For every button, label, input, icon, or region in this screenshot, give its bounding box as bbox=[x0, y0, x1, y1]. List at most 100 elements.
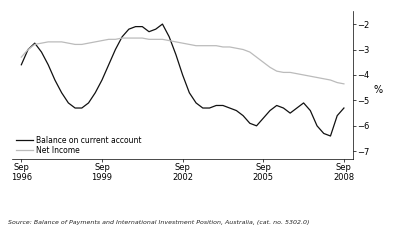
Net Income bbox=[234, 47, 239, 50]
Balance on current account bbox=[268, 109, 272, 112]
Net Income bbox=[207, 44, 212, 47]
Balance on current account bbox=[274, 104, 279, 107]
Net Income bbox=[100, 39, 104, 42]
Balance on current account bbox=[79, 107, 84, 109]
Balance on current account bbox=[234, 109, 239, 112]
Net Income bbox=[214, 44, 219, 47]
Balance on current account bbox=[120, 35, 125, 38]
Balance on current account bbox=[254, 124, 259, 127]
Net Income bbox=[59, 40, 64, 43]
Balance on current account bbox=[315, 124, 320, 127]
Balance on current account bbox=[46, 63, 50, 66]
Net Income bbox=[113, 38, 118, 41]
Balance on current account bbox=[160, 23, 165, 25]
Y-axis label: %: % bbox=[374, 85, 383, 95]
Line: Balance on current account: Balance on current account bbox=[21, 24, 344, 136]
Net Income bbox=[341, 82, 346, 85]
Net Income bbox=[93, 40, 98, 43]
Net Income bbox=[66, 42, 71, 44]
Net Income bbox=[322, 77, 326, 80]
Net Income bbox=[146, 38, 151, 41]
Net Income bbox=[39, 42, 44, 44]
Balance on current account bbox=[66, 101, 71, 104]
Net Income bbox=[308, 75, 313, 78]
Net Income bbox=[127, 37, 131, 39]
Balance on current account bbox=[73, 107, 77, 109]
Balance on current account bbox=[341, 107, 346, 109]
Net Income bbox=[328, 79, 333, 81]
Net Income bbox=[120, 37, 125, 39]
Legend: Balance on current account, Net Income: Balance on current account, Net Income bbox=[16, 136, 142, 155]
Balance on current account bbox=[187, 91, 192, 94]
Net Income bbox=[221, 46, 225, 48]
Net Income bbox=[173, 40, 178, 43]
Net Income bbox=[194, 44, 198, 47]
Balance on current account bbox=[93, 91, 98, 94]
Net Income bbox=[315, 76, 320, 79]
Net Income bbox=[335, 81, 339, 84]
Net Income bbox=[19, 56, 24, 59]
Balance on current account bbox=[140, 25, 145, 28]
Balance on current account bbox=[295, 107, 299, 109]
Net Income bbox=[295, 72, 299, 75]
Net Income bbox=[160, 38, 165, 41]
Balance on current account bbox=[167, 35, 172, 38]
Net Income bbox=[73, 43, 77, 46]
Balance on current account bbox=[194, 101, 198, 104]
Balance on current account bbox=[173, 53, 178, 56]
Balance on current account bbox=[281, 107, 286, 109]
Net Income bbox=[133, 37, 138, 39]
Net Income bbox=[301, 74, 306, 76]
Balance on current account bbox=[33, 42, 37, 44]
Net Income bbox=[106, 38, 111, 41]
Balance on current account bbox=[52, 79, 57, 81]
Net Income bbox=[79, 43, 84, 46]
Balance on current account bbox=[241, 114, 245, 117]
Balance on current account bbox=[133, 25, 138, 28]
Net Income bbox=[261, 61, 266, 64]
Balance on current account bbox=[39, 51, 44, 53]
Line: Net Income: Net Income bbox=[21, 38, 344, 84]
Balance on current account bbox=[301, 101, 306, 104]
Balance on current account bbox=[207, 107, 212, 109]
Balance on current account bbox=[113, 48, 118, 51]
Net Income bbox=[140, 37, 145, 39]
Net Income bbox=[288, 71, 293, 74]
Net Income bbox=[241, 48, 245, 51]
Balance on current account bbox=[328, 135, 333, 137]
Balance on current account bbox=[261, 117, 266, 120]
Net Income bbox=[26, 48, 31, 51]
Net Income bbox=[227, 46, 232, 48]
Balance on current account bbox=[180, 74, 185, 76]
Balance on current account bbox=[86, 101, 91, 104]
Balance on current account bbox=[308, 109, 313, 112]
Balance on current account bbox=[247, 122, 252, 125]
Balance on current account bbox=[146, 30, 151, 33]
Balance on current account bbox=[19, 63, 24, 66]
Balance on current account bbox=[221, 104, 225, 107]
Net Income bbox=[86, 42, 91, 44]
Text: Source: Balance of Payments and International Investment Position, Australia, (c: Source: Balance of Payments and Internat… bbox=[8, 220, 309, 225]
Net Income bbox=[281, 71, 286, 74]
Balance on current account bbox=[335, 114, 339, 117]
Net Income bbox=[52, 40, 57, 43]
Balance on current account bbox=[127, 28, 131, 30]
Balance on current account bbox=[100, 79, 104, 81]
Net Income bbox=[268, 66, 272, 69]
Net Income bbox=[187, 43, 192, 46]
Net Income bbox=[274, 70, 279, 72]
Balance on current account bbox=[322, 132, 326, 135]
Balance on current account bbox=[26, 48, 31, 51]
Balance on current account bbox=[59, 91, 64, 94]
Balance on current account bbox=[288, 112, 293, 114]
Balance on current account bbox=[153, 28, 158, 30]
Balance on current account bbox=[214, 104, 219, 107]
Net Income bbox=[247, 51, 252, 53]
Net Income bbox=[254, 56, 259, 59]
Net Income bbox=[200, 44, 205, 47]
Net Income bbox=[153, 38, 158, 41]
Balance on current account bbox=[106, 63, 111, 66]
Net Income bbox=[46, 40, 50, 43]
Net Income bbox=[33, 43, 37, 46]
Balance on current account bbox=[200, 107, 205, 109]
